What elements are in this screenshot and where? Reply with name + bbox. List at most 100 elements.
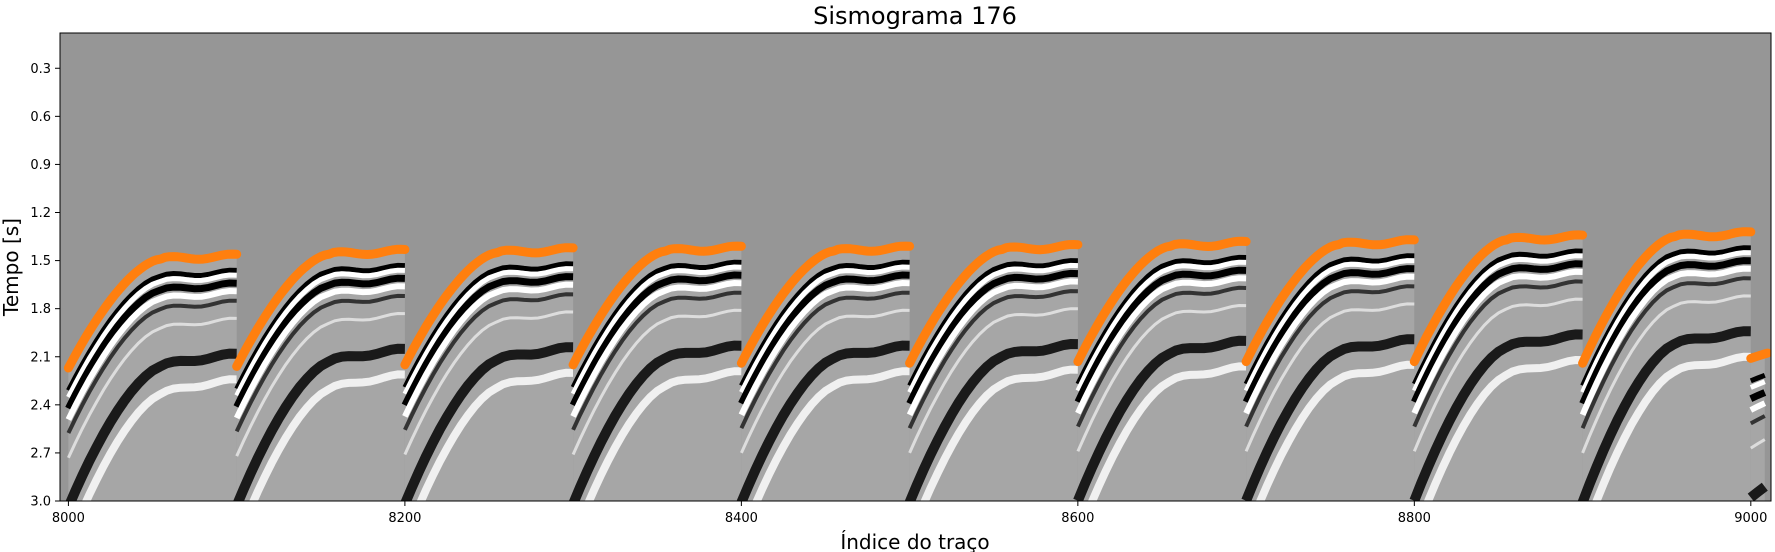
gather-band: [67, 316, 237, 459]
gather-8: [1409, 234, 1583, 501]
gather-band: [416, 368, 574, 501]
gather-band: [1581, 294, 1751, 454]
gather-band: [907, 289, 1078, 430]
gather-6: [1073, 241, 1247, 501]
y-axis-title: Tempo [s]: [0, 218, 23, 317]
gather-3: [568, 246, 742, 501]
gather-band: [400, 342, 574, 501]
pick-series-4: [736, 241, 915, 368]
gather-band: [906, 269, 1078, 406]
gather-band: [1243, 258, 1415, 392]
gather-band: [1243, 253, 1415, 386]
gather-band: [1580, 250, 1751, 394]
gather-band: [1412, 297, 1583, 452]
x-tick-label: 8800: [1398, 511, 1431, 526]
gather-band: [1076, 303, 1247, 452]
gather-9: [1577, 231, 1751, 501]
gather-band: [1242, 265, 1415, 404]
x-tick-label: 8200: [388, 511, 421, 526]
gather-band: [249, 370, 405, 501]
pick-series-6: [1073, 236, 1251, 367]
gather-band: [402, 261, 574, 389]
gather-band: [907, 262, 1078, 394]
pick-series-8: [1409, 230, 1588, 367]
gather-band: [234, 262, 405, 390]
gather-band: [907, 258, 1078, 387]
gather-band: [1075, 254, 1247, 386]
y-tick-label: 2.1: [30, 350, 51, 365]
pick-series-0: [63, 249, 242, 373]
gather-band: [739, 259, 910, 387]
gather-band: [65, 279, 237, 410]
gather-band: [1087, 362, 1247, 501]
y-tick-label: 2.4: [30, 398, 51, 413]
y-tick-label: 0.9: [30, 158, 51, 173]
gather-band: [571, 308, 742, 456]
pick-series-2: [400, 243, 578, 370]
gather-7: [1241, 239, 1415, 501]
gather-band: [1412, 248, 1583, 386]
gather-band: [1580, 245, 1751, 387]
plot-frame: [59, 32, 1772, 502]
gather-band: [1241, 334, 1415, 501]
picks-layer: [63, 227, 1771, 373]
gather-band: [1244, 302, 1415, 452]
gather-band: [1075, 275, 1247, 415]
gather-band: [906, 278, 1078, 417]
gather-0: [65, 254, 237, 501]
gather-band: [66, 298, 237, 434]
y-tick-label: 3.0: [30, 495, 51, 510]
gather-band: [1749, 400, 1767, 413]
gather-band: [1579, 265, 1751, 416]
gather-band: [1076, 285, 1247, 428]
gather-band: [82, 375, 237, 501]
gather-band: [233, 283, 405, 420]
gather-band: [1411, 260, 1583, 404]
gather-band: [1075, 259, 1247, 392]
gather-band: [401, 273, 574, 407]
pick-series-10: [1746, 348, 1771, 363]
pick-series-7: [1241, 235, 1419, 367]
gather-band: [403, 292, 574, 431]
gather-4: [736, 246, 910, 501]
pick-series-5: [905, 240, 1083, 368]
pick-series-9: [1578, 227, 1756, 368]
gather-band: [66, 267, 237, 392]
gather-band: [1747, 482, 1768, 501]
gather-band: [1592, 352, 1751, 501]
gather-band: [1750, 438, 1766, 450]
pick-series-3: [568, 241, 746, 370]
gather-band: [920, 365, 1078, 501]
gather-band: [1074, 266, 1247, 404]
gather-10: [1747, 353, 1768, 501]
gather-band: [233, 274, 405, 409]
x-axis: 8000 8200 8400 8600 8800 9000: [52, 501, 1767, 526]
gather-band: [738, 279, 910, 417]
x-tick-label: 8600: [1061, 511, 1094, 526]
gather-band: [569, 271, 742, 407]
gather-band: [1749, 379, 1766, 390]
gather-band: [752, 367, 910, 501]
gather-band: [233, 343, 405, 501]
gather-band: [1577, 326, 1751, 501]
y-tick-label: 2.7: [30, 446, 51, 461]
x-axis-title: Índice do traço: [840, 530, 989, 552]
gather-band: [402, 281, 574, 418]
gather-band: [1412, 253, 1583, 392]
gather-band: [65, 348, 237, 501]
gather-band: [738, 271, 910, 406]
gather-band: [571, 290, 742, 431]
gather-band: [234, 267, 405, 397]
gather-1: [233, 249, 405, 501]
gather-5: [904, 244, 1078, 501]
gather-band: [1579, 257, 1751, 406]
gather-band: [1409, 329, 1583, 501]
chart-title: Sismograma 176: [813, 2, 1017, 30]
gather-band: [570, 279, 742, 418]
y-tick-label: 1.2: [30, 206, 51, 221]
gather-band: [402, 266, 574, 396]
gather-band: [66, 272, 237, 399]
gather-band: [403, 310, 574, 456]
x-tick-label: 8400: [725, 511, 758, 526]
